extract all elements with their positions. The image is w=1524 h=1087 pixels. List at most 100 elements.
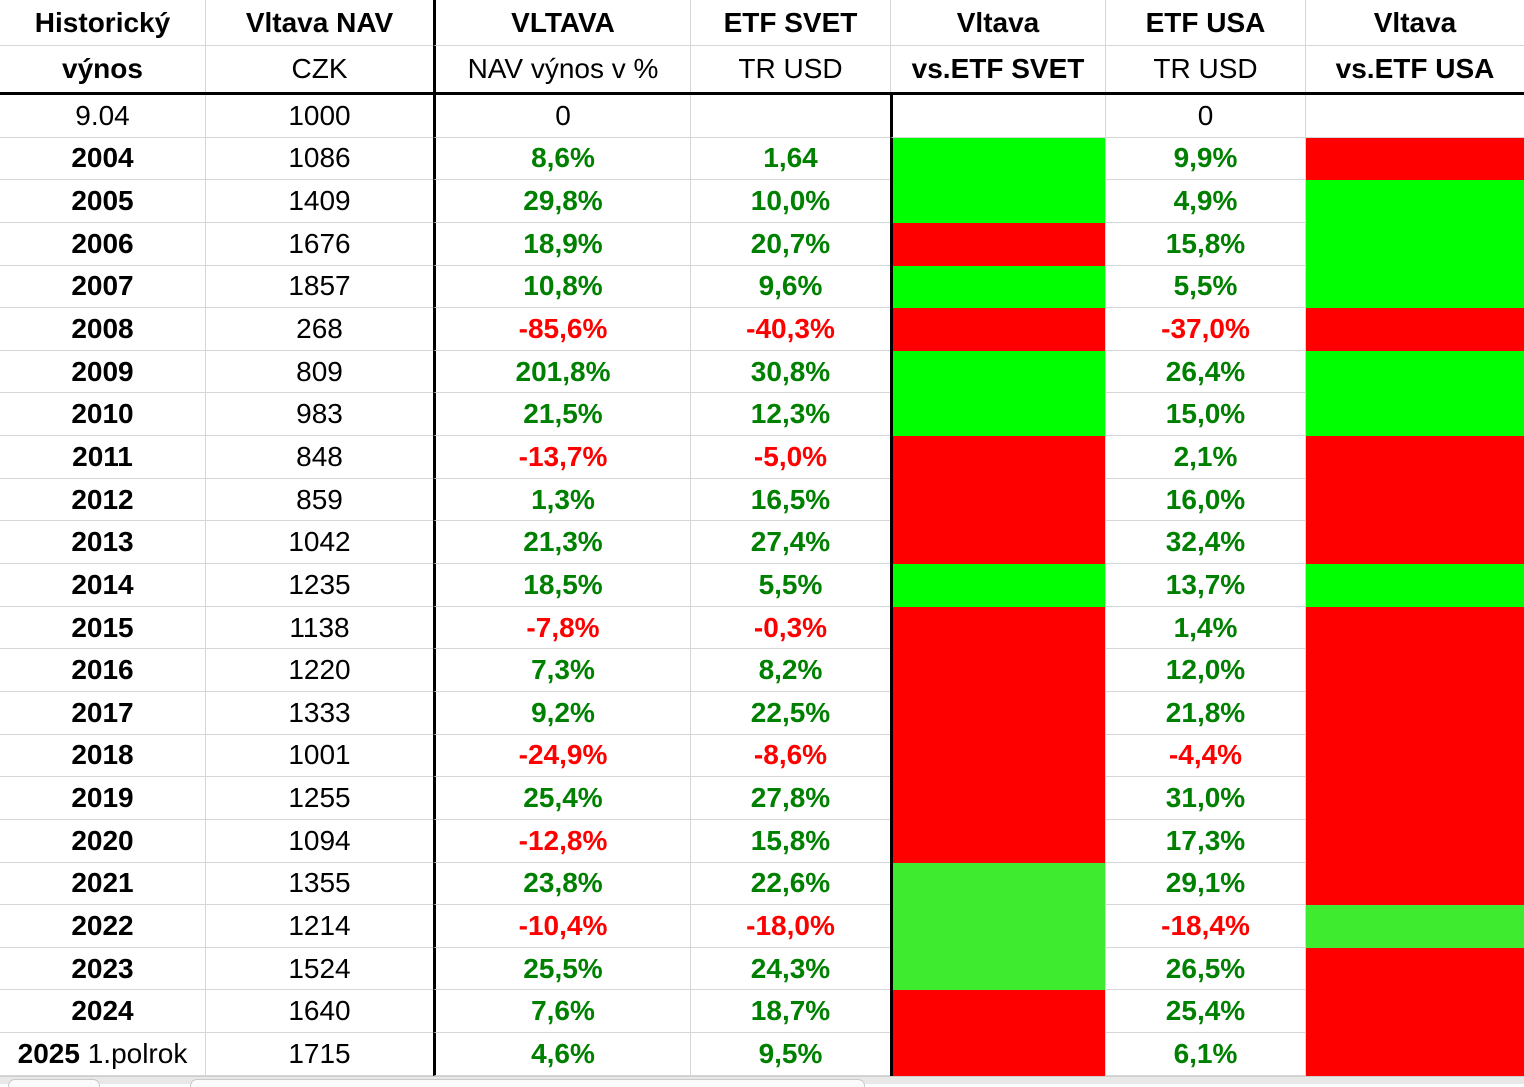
nav-czk-cell[interactable]: 1409 xyxy=(205,180,433,223)
vs-etf-usa-color-cell[interactable] xyxy=(1305,350,1524,394)
vs-etf-usa-color-cell[interactable] xyxy=(1305,393,1524,437)
vltava-return-cell[interactable]: 9,2% xyxy=(433,691,690,735)
vs-etf-svet-color-cell[interactable] xyxy=(890,564,1105,607)
vs-etf-svet-color-cell[interactable] xyxy=(890,1033,1105,1076)
year-cell[interactable]: 2014 xyxy=(0,564,205,607)
nav-czk-cell[interactable]: 1094 xyxy=(205,819,433,863)
etf-svet-return-cell[interactable]: 12,3% xyxy=(690,393,890,437)
etf-svet-return-cell[interactable]: 5,5% xyxy=(690,564,890,607)
etf-usa-return-cell[interactable]: 13,7% xyxy=(1105,564,1305,607)
header-year-line1[interactable]: Historický xyxy=(0,0,205,46)
vs-etf-usa-color-cell[interactable] xyxy=(1305,180,1524,223)
year-cell[interactable]: 2020 xyxy=(0,820,205,863)
vs-etf-usa-color-cell[interactable] xyxy=(1305,137,1524,181)
vs-etf-svet-color-cell[interactable] xyxy=(890,180,1105,223)
nav-czk-cell[interactable]: 1001 xyxy=(205,734,433,778)
vs-etf-svet-color-cell[interactable] xyxy=(890,95,1105,138)
etf-svet-return-cell[interactable]: 30,8% xyxy=(690,350,890,394)
header-etf-usa-line2[interactable]: TR USD xyxy=(1105,46,1305,92)
vs-etf-svet-color-cell[interactable] xyxy=(890,819,1105,863)
year-cell[interactable]: 2021 xyxy=(0,863,205,906)
etf-usa-return-cell[interactable]: -37,0% xyxy=(1105,308,1305,351)
vs-etf-svet-color-cell[interactable] xyxy=(890,691,1105,735)
nav-czk-cell[interactable]: 1255 xyxy=(205,777,433,820)
nav-czk-cell[interactable]: 1355 xyxy=(205,862,433,906)
nav-czk-cell[interactable]: 809 xyxy=(205,350,433,394)
year-cell[interactable]: 2007 xyxy=(0,266,205,309)
etf-svet-return-cell[interactable]: 22,5% xyxy=(690,691,890,735)
year-cell[interactable]: 2018 xyxy=(0,735,205,778)
vs-etf-usa-color-cell[interactable] xyxy=(1305,521,1524,565)
vs-etf-svet-color-cell[interactable] xyxy=(890,137,1105,181)
nav-czk-cell[interactable]: 848 xyxy=(205,436,433,479)
etf-usa-return-cell[interactable]: 0 xyxy=(1105,95,1305,138)
vs-etf-usa-color-cell[interactable] xyxy=(1305,777,1524,820)
year-cell[interactable]: 2011 xyxy=(0,436,205,479)
etf-usa-return-cell[interactable]: -18,4% xyxy=(1105,905,1305,948)
etf-svet-return-cell[interactable]: 27,8% xyxy=(690,777,890,820)
vltava-return-cell[interactable]: -13,7% xyxy=(433,436,690,479)
vs-etf-svet-color-cell[interactable] xyxy=(890,734,1105,778)
sheet-tab-top[interactable] xyxy=(190,1079,865,1087)
etf-svet-return-cell[interactable]: -8,6% xyxy=(690,734,890,778)
etf-usa-return-cell[interactable]: -4,4% xyxy=(1105,734,1305,778)
nav-czk-cell[interactable]: 268 xyxy=(205,308,433,351)
vltava-return-cell[interactable]: 1,3% xyxy=(433,478,690,522)
nav-czk-cell[interactable]: 1715 xyxy=(205,1033,433,1076)
nav-czk-cell[interactable]: 1086 xyxy=(205,137,433,181)
etf-usa-return-cell[interactable]: 5,5% xyxy=(1105,265,1305,309)
year-cell[interactable]: 2023 xyxy=(0,948,205,991)
vs-etf-usa-color-cell[interactable] xyxy=(1305,265,1524,309)
nav-czk-cell[interactable]: 1333 xyxy=(205,691,433,735)
etf-svet-return-cell[interactable]: 9,5% xyxy=(690,1033,890,1076)
vs-etf-usa-color-cell[interactable] xyxy=(1305,606,1524,650)
vltava-return-cell[interactable]: 29,8% xyxy=(433,180,690,223)
nav-czk-cell[interactable]: 1640 xyxy=(205,990,433,1034)
header-etf-svet-line2[interactable]: TR USD xyxy=(690,46,890,92)
etf-usa-return-cell[interactable]: 15,0% xyxy=(1105,393,1305,437)
etf-svet-return-cell[interactable]: 24,3% xyxy=(690,947,890,991)
vs-etf-usa-color-cell[interactable] xyxy=(1305,222,1524,266)
etf-svet-return-cell[interactable]: -40,3% xyxy=(690,308,890,351)
etf-usa-return-cell[interactable]: 25,4% xyxy=(1105,990,1305,1034)
year-cell[interactable]: 2016 xyxy=(0,649,205,692)
vltava-return-cell[interactable]: 23,8% xyxy=(433,862,690,906)
header-vs-svet-line2[interactable]: vs.ETF SVET xyxy=(890,46,1105,92)
vltava-return-cell[interactable]: 7,6% xyxy=(433,990,690,1034)
etf-svet-return-cell[interactable]: 22,6% xyxy=(690,862,890,906)
year-cell[interactable]: 2006 xyxy=(0,223,205,266)
vs-etf-usa-color-cell[interactable] xyxy=(1305,478,1524,522)
etf-usa-return-cell[interactable]: 26,4% xyxy=(1105,350,1305,394)
vltava-return-cell[interactable]: -85,6% xyxy=(433,308,690,351)
etf-usa-return-cell[interactable]: 29,1% xyxy=(1105,862,1305,906)
vs-etf-svet-color-cell[interactable] xyxy=(890,947,1105,991)
year-cell[interactable]: 2008 xyxy=(0,308,205,351)
year-cell[interactable]: 2004 xyxy=(0,138,205,181)
nav-czk-cell[interactable]: 859 xyxy=(205,478,433,522)
year-cell[interactable]: 2025 1.polrok xyxy=(0,1033,205,1076)
etf-usa-return-cell[interactable]: 16,0% xyxy=(1105,478,1305,522)
vltava-return-cell[interactable]: 18,5% xyxy=(433,564,690,607)
vs-etf-svet-color-cell[interactable] xyxy=(890,265,1105,309)
etf-usa-return-cell[interactable]: 26,5% xyxy=(1105,947,1305,991)
vltava-return-cell[interactable]: 0 xyxy=(433,95,690,138)
header-etf-usa-line1[interactable]: ETF USA xyxy=(1105,0,1305,46)
year-cell[interactable]: 2013 xyxy=(0,521,205,565)
etf-usa-return-cell[interactable]: 4,9% xyxy=(1105,180,1305,223)
vltava-return-cell[interactable]: 25,5% xyxy=(433,947,690,991)
vs-etf-usa-color-cell[interactable] xyxy=(1305,905,1524,948)
etf-svet-return-cell[interactable]: 8,2% xyxy=(690,649,890,692)
year-cell[interactable]: 2012 xyxy=(0,479,205,522)
vs-etf-usa-color-cell[interactable] xyxy=(1305,734,1524,778)
header-year-line2[interactable]: výnos xyxy=(62,53,143,84)
etf-svet-return-cell[interactable]: 1,64 xyxy=(690,137,890,181)
etf-svet-return-cell[interactable]: 20,7% xyxy=(690,222,890,266)
vs-etf-svet-color-cell[interactable] xyxy=(890,393,1105,437)
etf-svet-return-cell[interactable]: 10,0% xyxy=(690,180,890,223)
etf-usa-return-cell[interactable]: 6,1% xyxy=(1105,1033,1305,1076)
vs-etf-usa-color-cell[interactable] xyxy=(1305,1033,1524,1076)
vs-etf-svet-color-cell[interactable] xyxy=(890,478,1105,522)
year-cell[interactable]: 2022 xyxy=(0,905,205,948)
nav-czk-cell[interactable]: 1042 xyxy=(205,521,433,565)
year-cell[interactable]: 2010 xyxy=(0,393,205,437)
